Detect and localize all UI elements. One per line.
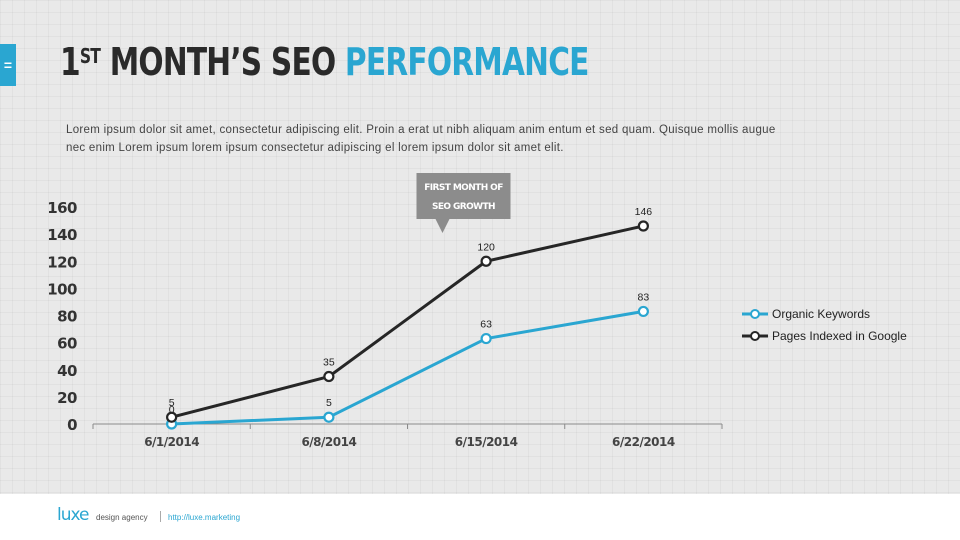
legend-marker [750, 331, 760, 341]
legend-label: Organic Keywords [772, 307, 870, 321]
x-tick-label: 6/8/2014 [301, 435, 356, 449]
menu-tab[interactable]: = [0, 44, 16, 86]
data-point [637, 220, 649, 232]
data-point [323, 370, 335, 383]
data-label: 5 [169, 397, 175, 409]
y-tick-label: 140 [47, 226, 77, 244]
title-main: MONTH’S SEO [100, 40, 345, 84]
callout-text: FIRST MONTH OF [424, 183, 503, 193]
y-tick-label: 20 [57, 389, 77, 407]
y-tick-label: 60 [57, 335, 77, 353]
callout-box [416, 173, 511, 219]
page-title: 1ST MONTH’S SEO PERFORMANCE [60, 40, 589, 84]
y-tick-label: 100 [47, 280, 77, 298]
data-label: 120 [477, 241, 495, 253]
data-point [480, 255, 492, 267]
description: Lorem ipsum dolor sit amet, consectetur … [66, 123, 776, 154]
data-label: 83 [638, 291, 650, 303]
menu-icon: = [3, 57, 13, 73]
data-label: 146 [635, 206, 653, 218]
y-tick-label: 120 [47, 253, 77, 271]
brand-logo: luxe [57, 505, 89, 525]
y-tick-label: 40 [57, 362, 77, 380]
data-label: 0 [169, 404, 175, 416]
footer-divider [160, 511, 161, 522]
data-label: 35 [323, 357, 335, 369]
y-tick-label: 160 [47, 199, 77, 217]
title-superscript: ST [79, 44, 101, 68]
y-tick-label: 80 [57, 308, 77, 326]
callout-pointer [435, 219, 450, 233]
footer: luxe design agency http://luxe.marketing [0, 494, 960, 540]
agency-text: design agency [96, 513, 148, 522]
series-line [171, 309, 644, 426]
data-label: 5 [326, 397, 332, 409]
data-point [480, 332, 492, 345]
data-label: 63 [480, 319, 492, 331]
title-accent: PERFORMANCE [344, 40, 590, 84]
line-chart: 0 20 40 60 80 100 120 140 160 6/1/2014 6/8/2014 6/1… [47, 173, 907, 449]
footer-link[interactable]: http://luxe.marketing [168, 513, 241, 522]
x-tick-label: 6/22/2014 [612, 435, 675, 449]
data-point [166, 411, 178, 423]
series-line [171, 224, 644, 419]
legend-marker [750, 309, 760, 319]
y-tick-label: 0 [67, 416, 77, 434]
x-tick-label: 6/15/2014 [455, 435, 518, 449]
data-point [637, 305, 649, 318]
data-point [323, 411, 335, 423]
x-tick-label: 6/1/2014 [144, 435, 199, 449]
legend-label: Pages Indexed in Google [772, 329, 907, 343]
callout-text: SEO GROWTH [432, 202, 495, 212]
title-number: 1 [60, 40, 81, 84]
